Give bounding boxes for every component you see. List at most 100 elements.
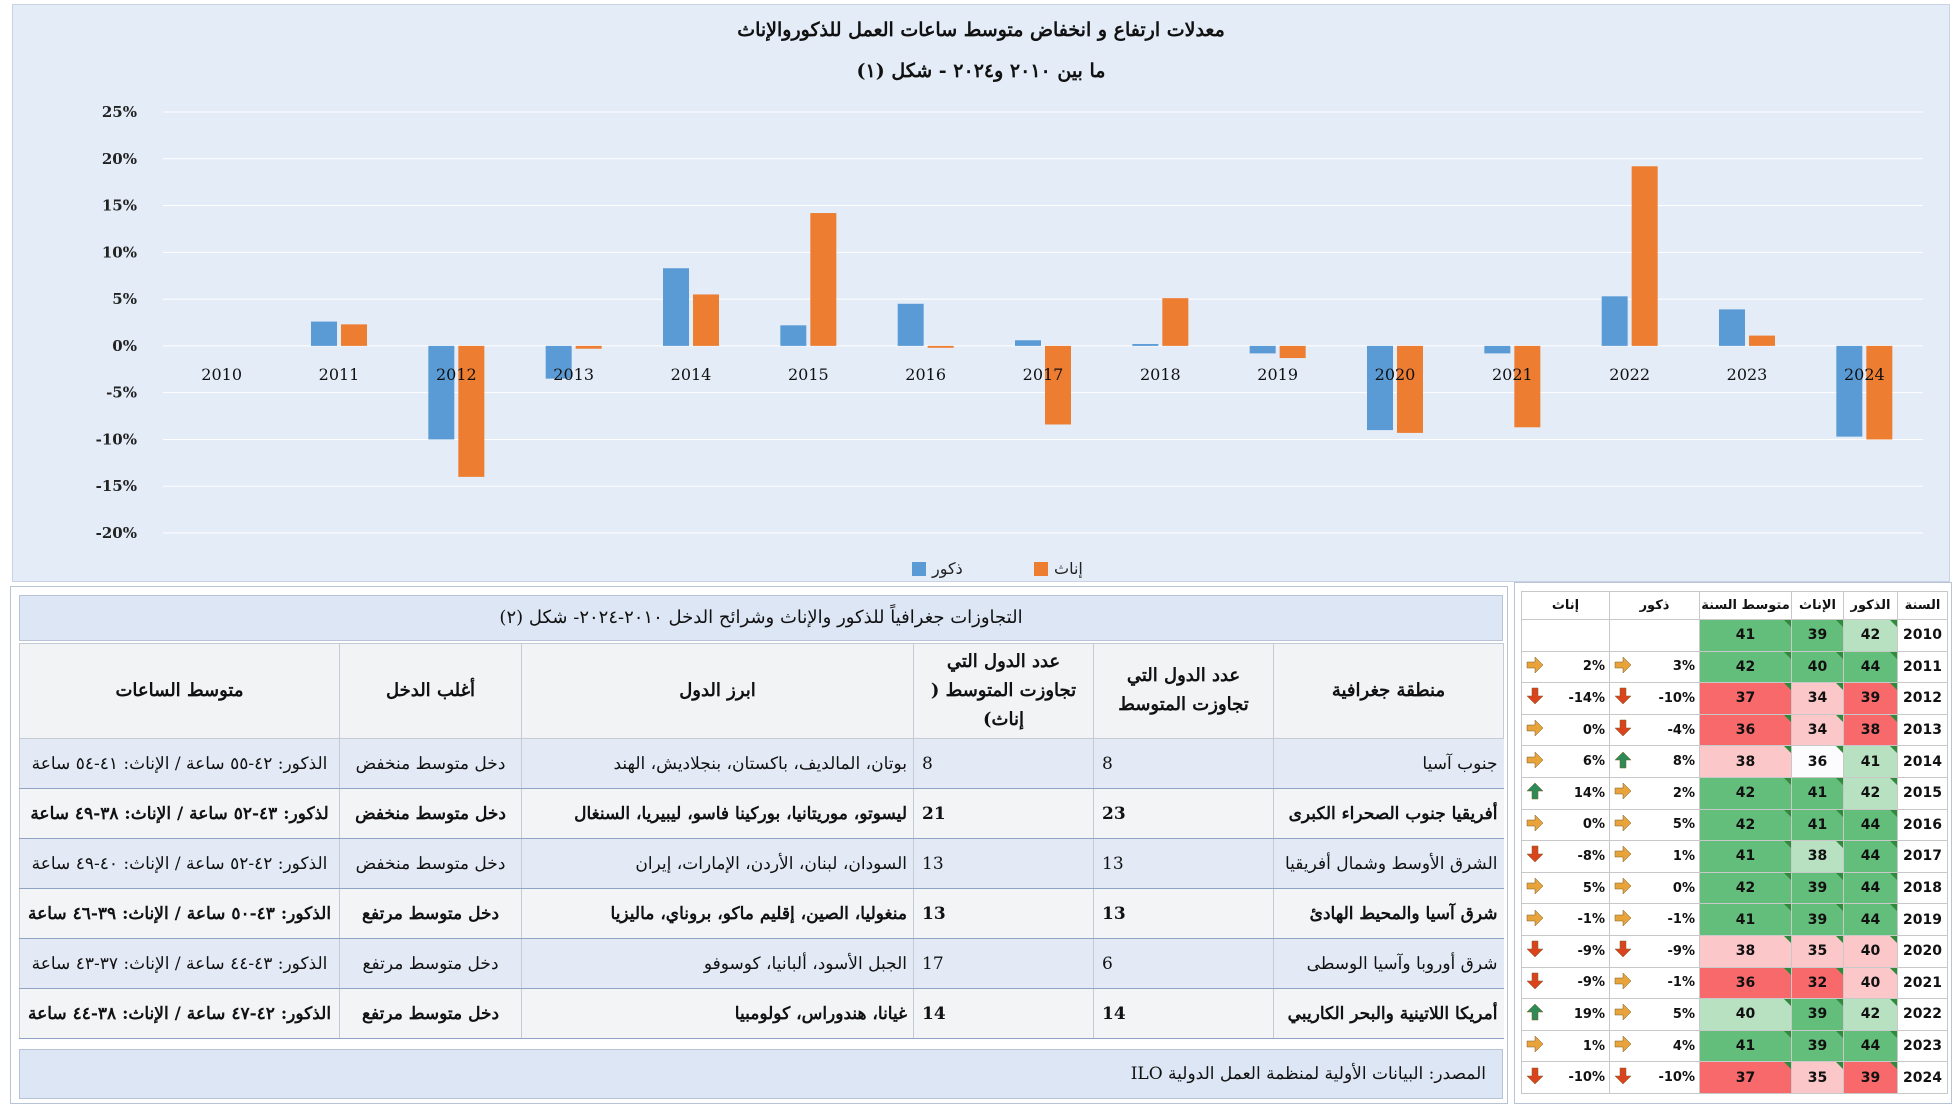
year-table: السنة الذكور الإناث متوسط السنة ذكور إنا… (1521, 591, 1948, 1094)
header-region: منطقة جغرافية (1273, 642, 1504, 740)
male-change-cell: -1% (1609, 966, 1700, 1000)
table-row: 2011 44 40 42 3% 2% (1521, 650, 1948, 684)
income-cell: دخل متوسط منخفض (339, 738, 522, 790)
table-row: أفريقيا جنوب الصحراء الكبرى 23 21 ليسوتو، م… (19, 788, 1504, 840)
legend-swatch-female (1034, 562, 1048, 576)
bar-layer (311, 166, 1893, 477)
region-name: أمريكا اللاتينية والبحر الكاريبي (1273, 988, 1504, 1040)
female-hours-cell: 34 (1791, 682, 1844, 715)
region-name: شرق أوروبا وآسيا الوسطى (1273, 938, 1504, 990)
arrow-down-icon (1526, 1067, 1544, 1089)
female-bar-2019 (1279, 345, 1306, 359)
arrow-right-icon (1526, 814, 1544, 836)
arrow-right-icon (1526, 877, 1544, 899)
year-cell: 2011 (1897, 650, 1948, 684)
x-category-label: 2013 (553, 365, 594, 384)
avg-hours-cell: 42 (1699, 776, 1792, 810)
male-bar-2020 (1367, 345, 1393, 431)
x-category-label: 2010 (201, 365, 242, 384)
male-bar-2018 (1132, 344, 1159, 346)
arrow-right-icon (1614, 845, 1632, 867)
female-bar-2012 (458, 345, 485, 477)
female-bar-2014 (693, 294, 719, 346)
female-bar-2017 (1045, 345, 1071, 425)
x-category-label: 2014 (671, 365, 712, 384)
avg-hours-cell: 41 (1699, 1029, 1792, 1063)
female-change-value: 1% (1582, 1038, 1605, 1054)
y-tick-label: 20% (102, 150, 137, 168)
male-hours-cell: 42 (1843, 998, 1898, 1031)
year-table-panel: السنة الذكور الإناث متوسط السنة ذكور إنا… (1514, 582, 1952, 1104)
female-change-cell: -10% (1521, 1061, 1610, 1094)
female-change-value: -14% (1568, 690, 1605, 706)
table-row: جنوب آسيا 8 8 بوتان، المالديف، باكستان، بنج… (19, 738, 1504, 790)
male-change-cell: 5% (1609, 998, 1700, 1031)
arrow-right-icon (1526, 751, 1544, 773)
year-cell: 2016 (1897, 808, 1948, 842)
male-change-cell: -1% (1609, 903, 1700, 936)
male-change-cell: 5% (1609, 808, 1700, 842)
arrow-down-icon (1526, 972, 1544, 994)
female-hours-cell: 35 (1791, 1061, 1844, 1094)
avg-hours-cell: 41 (1699, 619, 1792, 652)
year-cell: 2013 (1897, 713, 1948, 747)
male-change-cell: 1% (1609, 840, 1700, 873)
arrow-right-icon (1614, 1003, 1632, 1025)
count-cell: 13 (1093, 838, 1274, 890)
male-change-cell (1609, 619, 1700, 652)
label-layer: 25% 20% 15% 10% 5% 0% -5% -10% -15% -20% 2010 2011 2… (96, 103, 1885, 542)
male-hours-cell: 38 (1843, 713, 1898, 747)
table-row: 2024 39 35 37 -10% -10% (1521, 1061, 1948, 1094)
region-name: شرق آسيا والمحيط الهادئ (1273, 888, 1504, 940)
countries-cell: الجبل الأسود، ألبانيا، كوسوفو (521, 938, 914, 990)
count-cell: 13 (1093, 888, 1274, 940)
female-change-value: 14% (1573, 785, 1605, 801)
count-cell: 8 (1093, 738, 1274, 790)
arrow-right-icon (1614, 972, 1632, 994)
male-change-cell: 2% (1609, 776, 1700, 810)
female-change-value: -10% (1568, 1070, 1605, 1086)
female-change-cell: -14% (1521, 682, 1610, 715)
male-hours-cell: 44 (1843, 903, 1898, 936)
male-hours-cell: 40 (1843, 934, 1898, 968)
male-bar-2014 (663, 268, 689, 346)
female-change-value: 5% (1582, 880, 1605, 896)
hours-cell: الذكور: ٤٢-٤٧ ساعة / الإناث: ٣٨-٤٤ ساعة (19, 988, 340, 1040)
female-change-cell: -9% (1521, 966, 1610, 1000)
arrow-right-icon (1526, 909, 1544, 931)
y-tick-label: -20% (96, 524, 137, 542)
female-change-value: 0% (1582, 722, 1605, 738)
x-category-label: 2024 (1844, 365, 1885, 384)
header-countries: ابرز الدول (521, 642, 914, 740)
female-change-cell: 2% (1521, 650, 1610, 684)
male-hours-cell: 44 (1843, 650, 1898, 684)
female-bar-2023 (1749, 335, 1775, 346)
header-hours: متوسط الساعات (19, 642, 340, 740)
arrow-up-icon (1526, 1003, 1544, 1025)
y-tick-label: 5% (112, 290, 137, 308)
male-change-value: -10% (1658, 1070, 1695, 1086)
female-change-cell: 6% (1521, 745, 1610, 778)
table-row: 2020 40 35 38 -9% -9% (1521, 934, 1948, 968)
income-cell: دخل متوسط مرتفع (339, 988, 522, 1040)
male-bar-2021 (1484, 345, 1511, 354)
chart-panel: معدلات ارتفاع و انخفاض متوسط ساعات العمل… (12, 4, 1950, 582)
avg-hours-cell: 38 (1699, 934, 1792, 968)
female-change-value: 6% (1582, 754, 1605, 770)
male-change-cell: 4% (1609, 1029, 1700, 1063)
male-hours-cell: 41 (1843, 745, 1898, 778)
avg-hours-cell: 42 (1699, 871, 1792, 905)
male-change-cell: 0% (1609, 871, 1700, 905)
male-change-value: 5% (1672, 817, 1695, 833)
male-change-value: -1% (1667, 975, 1695, 991)
x-category-label: 2020 (1375, 365, 1416, 384)
count-female-cell: 17 (913, 938, 1094, 990)
header-income: أغلب الدخل (339, 642, 522, 740)
count-female-cell: 13 (913, 838, 1094, 890)
arrow-right-icon (1614, 909, 1632, 931)
x-category-label: 2011 (319, 365, 360, 384)
female-change-cell: 0% (1521, 713, 1610, 747)
female-hours-cell: 39 (1791, 1029, 1844, 1063)
female-bar-2024 (1866, 345, 1893, 440)
income-cell: دخل متوسط منخفض (339, 788, 522, 840)
